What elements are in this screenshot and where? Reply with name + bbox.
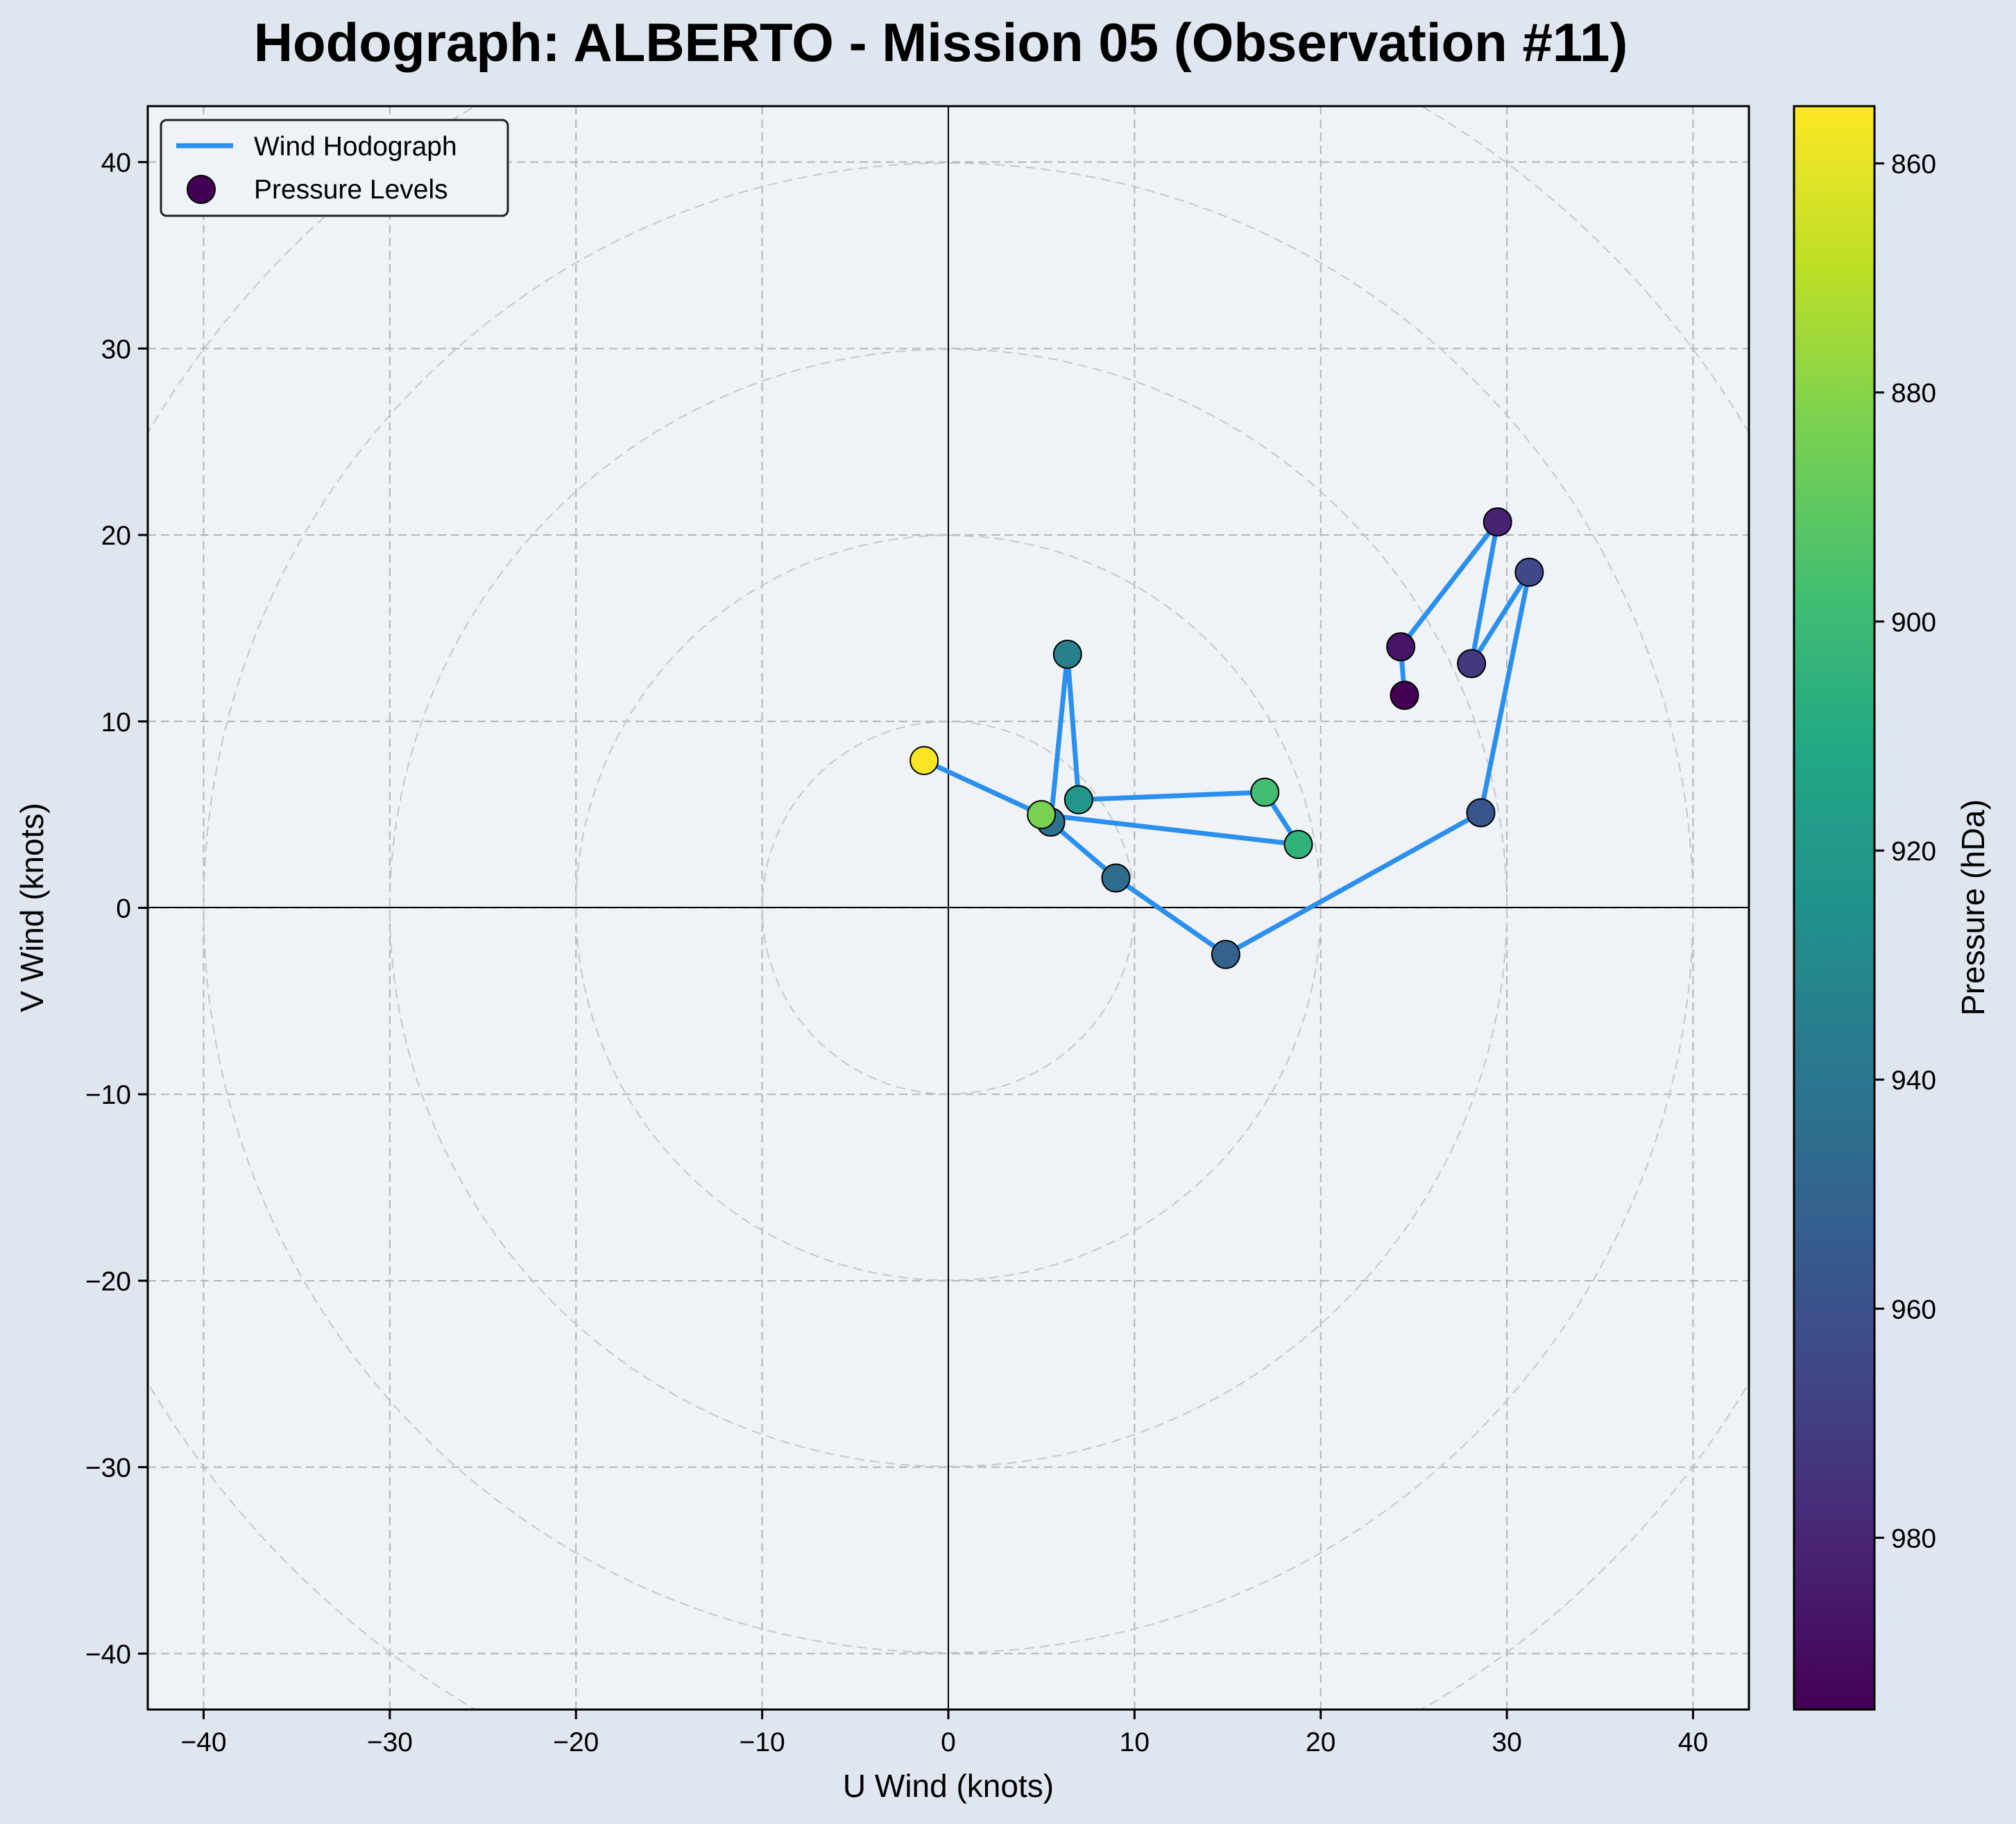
- y-tick-label: −10: [85, 1080, 131, 1110]
- colorbar-tick-label: 920: [1891, 837, 1936, 867]
- y-tick-label: 0: [116, 894, 131, 924]
- x-axis-ticks: −40 −30 −20 −10 0 10 20 30 40: [180, 1710, 1708, 1757]
- colorbar-tick-label: 960: [1891, 1295, 1936, 1324]
- pressure-level-point: [1250, 777, 1280, 807]
- colorbar-tick-label: 980: [1891, 1524, 1936, 1553]
- colorbar-tick-label: 880: [1891, 379, 1936, 409]
- y-tick-label: 30: [101, 334, 131, 364]
- colorbar-tick-label: 900: [1891, 608, 1936, 638]
- colorbar-tick-label: 860: [1891, 150, 1936, 180]
- y-axis-ticks: −40 −30 −20 −10 0 10 20 30 40: [85, 148, 148, 1669]
- pressure-level-point: [1457, 649, 1487, 679]
- pressure-level-point: [1101, 863, 1131, 893]
- y-axis-label: V Wind (knots): [14, 803, 50, 1012]
- pressure-level-point: [1386, 632, 1416, 662]
- legend-box: [160, 119, 509, 217]
- pressure-level-point: [909, 746, 939, 776]
- colorbar: 860 880 900 920 940 960 980 Pressure (hDa): [1793, 105, 1991, 1711]
- pressure-level-point: [1283, 830, 1313, 860]
- x-tick-label: −20: [553, 1728, 599, 1757]
- x-tick-label: 20: [1306, 1728, 1335, 1757]
- y-tick-label: 10: [101, 708, 131, 738]
- x-tick-label: 30: [1492, 1728, 1521, 1757]
- y-tick-label: −30: [85, 1454, 131, 1483]
- x-tick-label: −40: [180, 1728, 226, 1757]
- pressure-level-point: [1390, 681, 1419, 710]
- y-tick-label: −40: [85, 1639, 131, 1669]
- pressure-level-point: [1052, 640, 1082, 670]
- pressure-level-point: [1466, 798, 1496, 828]
- pressure-level-point: [1211, 939, 1240, 969]
- legend: Wind Hodograph Pressure Levels: [160, 119, 509, 217]
- pressure-level-point: [1483, 507, 1512, 537]
- legend-label-pressure-levels: Pressure Levels: [254, 175, 448, 205]
- x-tick-label: −30: [367, 1728, 413, 1757]
- x-tick-label: 40: [1678, 1728, 1708, 1757]
- y-tick-label: −20: [85, 1267, 131, 1297]
- pressure-level-point: [1063, 785, 1093, 815]
- pressure-level-point: [1027, 800, 1057, 830]
- colorbar-label: Pressure (hDa): [1955, 799, 1991, 1016]
- y-tick-label: 20: [101, 521, 131, 551]
- colorbar-tick-label: 940: [1891, 1066, 1936, 1096]
- pressure-level-points: [909, 507, 1544, 969]
- grid: [148, 106, 1749, 1710]
- x-axis-label: U Wind (knots): [843, 1768, 1054, 1804]
- pressure-level-point: [1514, 557, 1544, 587]
- y-tick-label: 40: [101, 148, 131, 178]
- colorbar-ticks: 860 880 900 920 940 960 980: [1874, 150, 1936, 1553]
- colorbar-gradient: [1793, 105, 1876, 1711]
- legend-marker-swatch: [187, 175, 216, 204]
- chart-title: Hodograph: ALBERTO - Mission 05 (Observa…: [254, 12, 1628, 73]
- x-tick-label: 0: [941, 1728, 956, 1757]
- x-tick-label: 10: [1120, 1728, 1150, 1757]
- legend-label-wind-hodograph: Wind Hodograph: [254, 132, 457, 162]
- x-tick-label: −10: [740, 1728, 785, 1757]
